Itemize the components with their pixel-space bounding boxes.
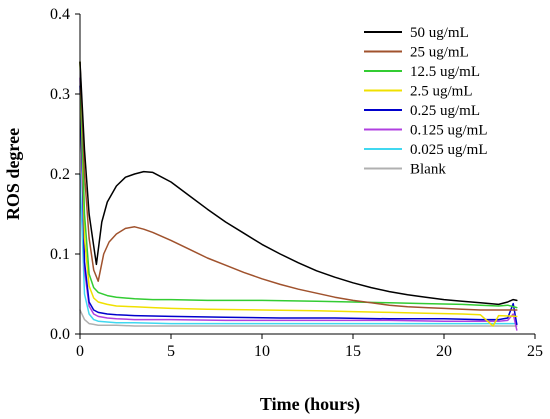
- y-tick-label: 0.3: [50, 86, 70, 103]
- x-tick-label: 0: [76, 343, 84, 360]
- series-line-5: [79, 77, 518, 331]
- series-line-7: [79, 309, 518, 327]
- plot-lines: [79, 61, 518, 331]
- legend-label: Blank: [410, 162, 446, 178]
- legend-label: 25 ug/mL: [410, 45, 469, 61]
- y-tick-label: 0.0: [50, 326, 70, 343]
- x-tick-label: 10: [254, 343, 270, 360]
- y-tick-label: 0.2: [50, 166, 70, 183]
- legend: 50 ug/mL 25 ug/mL 12.5 ug/mL 2.5 ug/mL 0.25 …: [364, 25, 488, 178]
- x-axis-title: Time (hours): [260, 394, 360, 415]
- y-ticks: 0.0 0.1 0.2 0.3 0.4: [50, 6, 80, 343]
- x-tick-label: 5: [167, 343, 175, 360]
- series-line-6: [79, 173, 518, 325]
- legend-label: 12.5 ug/mL: [410, 64, 480, 80]
- series-line-1: [79, 61, 518, 311]
- legend-label: 0.025 ug/mL: [410, 142, 488, 158]
- y-tick-label: 0.1: [50, 246, 70, 263]
- x-tick-label: 15: [345, 343, 361, 360]
- series-line-4: [79, 85, 518, 326]
- x-tick-label: 25: [527, 343, 543, 360]
- legend-label: 2.5 ug/mL: [410, 84, 473, 100]
- x-ticks: 0 5 10 15 20 25: [76, 334, 543, 360]
- legend-label: 0.125 ug/mL: [410, 123, 488, 139]
- series-line-2: [79, 61, 518, 309]
- y-axis-title: ROS degree: [3, 128, 23, 220]
- axes: [79, 14, 535, 335]
- series-line-3: [79, 61, 518, 327]
- legend-label: 50 ug/mL: [410, 25, 469, 41]
- x-tick-label: 20: [436, 343, 452, 360]
- y-tick-label: 0.4: [50, 6, 70, 23]
- legend-label: 0.25 ug/mL: [410, 103, 480, 119]
- series-line-0: [79, 61, 518, 306]
